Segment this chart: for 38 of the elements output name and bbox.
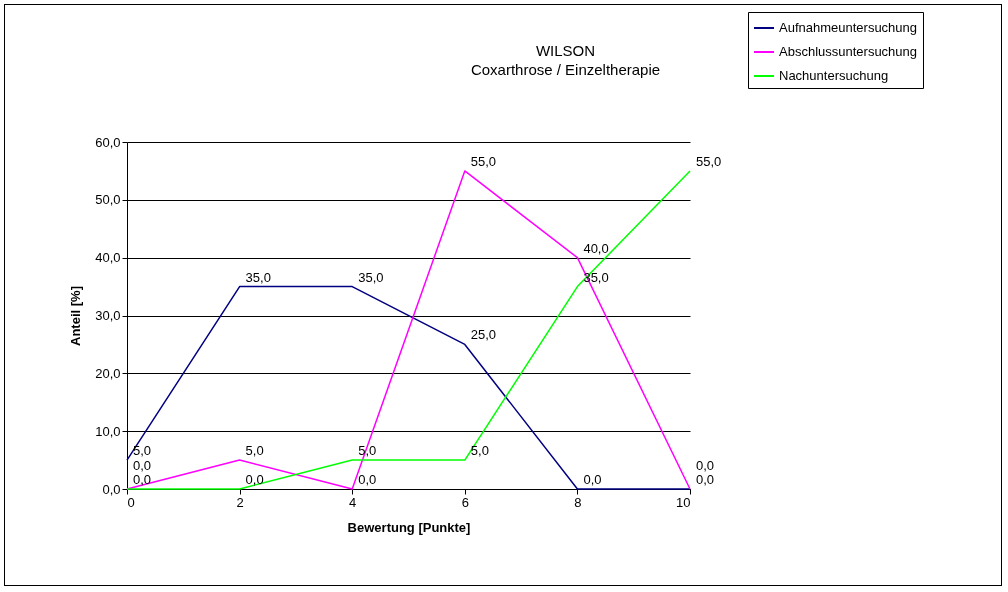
y-tick-label: 60,0 — [95, 134, 121, 150]
y-tick-label: 20,0 — [95, 365, 121, 381]
chart-subtitle: Coxarthrose / Einzeltherapie — [470, 60, 661, 78]
legend-label: Abschlussuntersuchung — [779, 44, 918, 59]
data-label: 35,0 — [358, 269, 384, 285]
data-label: 5,0 — [133, 443, 152, 459]
x-tick-label: 10 — [676, 494, 691, 510]
legend-label: Aufnahmeuntersuchung — [779, 20, 918, 35]
y-tick-label: 0,0 — [102, 481, 121, 497]
data-label: 0,0 — [133, 458, 152, 473]
legend-label: Nachuntersuchung — [779, 68, 889, 83]
x-axis-title: Bewertung [Punkte] — [347, 519, 471, 535]
y-tick-label: 30,0 — [95, 308, 121, 323]
data-label: 55,0 — [470, 153, 497, 169]
y-tick-label: 40,0 — [95, 250, 121, 266]
data-label: 25,0 — [470, 327, 497, 343]
x-tick-label: 2 — [236, 494, 244, 510]
x-tick-label: 0 — [127, 494, 135, 510]
data-label: 0,0 — [133, 472, 152, 487]
data-label: 0,0 — [696, 472, 715, 487]
chart-title: WILSON — [535, 41, 596, 59]
x-tick-label: 6 — [461, 494, 469, 510]
y-axis-title: Anteil [%] — [68, 286, 84, 346]
data-label: 35,0 — [245, 269, 271, 285]
data-label: 0,0 — [583, 472, 602, 487]
line-series — [126, 285, 691, 490]
data-label: 0,0 — [696, 458, 715, 473]
x-tick-label: 8 — [574, 494, 582, 510]
data-label: 5,0 — [245, 443, 264, 459]
data-label: 0,0 — [245, 472, 264, 487]
y-tick-label: 50,0 — [95, 192, 121, 208]
data-label: 55,0 — [696, 153, 722, 169]
y-tick-label: 10,0 — [95, 423, 121, 439]
x-tick-label: 4 — [349, 494, 357, 510]
data-label: 0,0 — [358, 472, 377, 487]
data-label: 5,0 — [470, 443, 489, 459]
line-series — [126, 170, 691, 490]
data-label: 40,0 — [583, 240, 609, 256]
